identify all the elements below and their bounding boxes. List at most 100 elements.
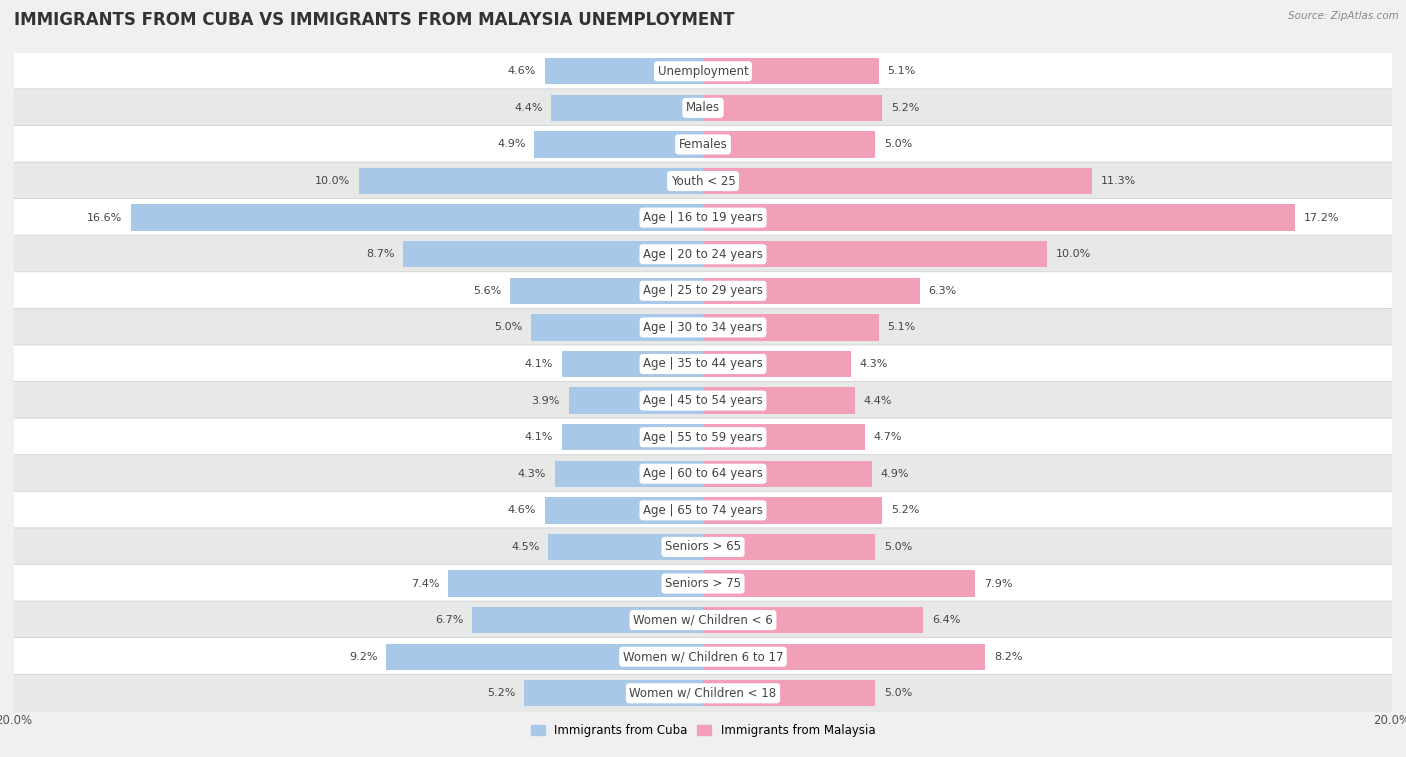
FancyBboxPatch shape — [14, 198, 1392, 237]
Text: Age | 45 to 54 years: Age | 45 to 54 years — [643, 394, 763, 407]
Text: 9.2%: 9.2% — [349, 652, 377, 662]
Bar — [703, 58, 879, 85]
Bar — [703, 424, 865, 450]
Bar — [703, 241, 1047, 267]
Bar — [510, 278, 703, 304]
Text: 3.9%: 3.9% — [531, 396, 560, 406]
Text: 8.7%: 8.7% — [366, 249, 395, 259]
Text: 4.6%: 4.6% — [508, 67, 536, 76]
Bar — [387, 643, 703, 670]
Bar — [524, 680, 703, 706]
Text: Women w/ Children 6 to 17: Women w/ Children 6 to 17 — [623, 650, 783, 663]
Text: 4.6%: 4.6% — [508, 506, 536, 516]
Bar — [703, 131, 875, 157]
Text: Males: Males — [686, 101, 720, 114]
Legend: Immigrants from Cuba, Immigrants from Malaysia: Immigrants from Cuba, Immigrants from Ma… — [526, 719, 880, 742]
Bar — [703, 570, 976, 597]
Bar — [544, 497, 703, 524]
Bar — [703, 388, 855, 414]
Text: 5.0%: 5.0% — [884, 688, 912, 698]
Text: Age | 65 to 74 years: Age | 65 to 74 years — [643, 504, 763, 517]
Text: Source: ZipAtlas.com: Source: ZipAtlas.com — [1288, 11, 1399, 21]
FancyBboxPatch shape — [14, 308, 1392, 347]
Text: 6.3%: 6.3% — [928, 286, 957, 296]
Bar — [703, 460, 872, 487]
Text: 4.4%: 4.4% — [863, 396, 891, 406]
Bar — [531, 314, 703, 341]
Bar — [703, 497, 882, 524]
Text: 11.3%: 11.3% — [1101, 176, 1136, 186]
Bar — [472, 607, 703, 634]
Bar — [703, 278, 920, 304]
FancyBboxPatch shape — [14, 491, 1392, 529]
Text: 4.1%: 4.1% — [524, 359, 553, 369]
Text: Age | 55 to 59 years: Age | 55 to 59 years — [643, 431, 763, 444]
FancyBboxPatch shape — [14, 89, 1392, 127]
Bar — [562, 424, 703, 450]
Text: 5.0%: 5.0% — [884, 139, 912, 149]
Text: 4.3%: 4.3% — [859, 359, 889, 369]
FancyBboxPatch shape — [14, 235, 1392, 273]
Text: 5.6%: 5.6% — [474, 286, 502, 296]
Text: Age | 16 to 19 years: Age | 16 to 19 years — [643, 211, 763, 224]
Bar — [703, 204, 1295, 231]
FancyBboxPatch shape — [14, 601, 1392, 639]
Bar — [562, 350, 703, 377]
Bar — [449, 570, 703, 597]
Bar — [555, 460, 703, 487]
Text: 4.1%: 4.1% — [524, 432, 553, 442]
Bar — [703, 607, 924, 634]
FancyBboxPatch shape — [14, 126, 1392, 164]
Bar — [544, 58, 703, 85]
Text: Seniors > 75: Seniors > 75 — [665, 577, 741, 590]
FancyBboxPatch shape — [14, 162, 1392, 200]
Text: 6.4%: 6.4% — [932, 615, 960, 625]
Bar — [703, 643, 986, 670]
Text: Women w/ Children < 18: Women w/ Children < 18 — [630, 687, 776, 699]
FancyBboxPatch shape — [14, 345, 1392, 383]
FancyBboxPatch shape — [14, 455, 1392, 493]
Text: 5.0%: 5.0% — [494, 322, 522, 332]
FancyBboxPatch shape — [14, 674, 1392, 712]
Text: 4.7%: 4.7% — [873, 432, 903, 442]
Text: Females: Females — [679, 138, 727, 151]
FancyBboxPatch shape — [14, 528, 1392, 566]
Text: 4.9%: 4.9% — [880, 469, 908, 478]
Text: 5.0%: 5.0% — [884, 542, 912, 552]
Text: Seniors > 65: Seniors > 65 — [665, 540, 741, 553]
Text: 4.3%: 4.3% — [517, 469, 547, 478]
Text: 5.2%: 5.2% — [486, 688, 515, 698]
Bar — [703, 680, 875, 706]
Text: 4.9%: 4.9% — [498, 139, 526, 149]
Bar — [703, 168, 1092, 195]
Bar — [359, 168, 703, 195]
Bar — [534, 131, 703, 157]
Text: 5.1%: 5.1% — [887, 67, 915, 76]
Text: Age | 35 to 44 years: Age | 35 to 44 years — [643, 357, 763, 370]
Text: Women w/ Children < 6: Women w/ Children < 6 — [633, 614, 773, 627]
Bar — [404, 241, 703, 267]
Text: 7.4%: 7.4% — [411, 578, 440, 588]
Text: 17.2%: 17.2% — [1305, 213, 1340, 223]
Text: Age | 25 to 29 years: Age | 25 to 29 years — [643, 285, 763, 298]
Text: 4.4%: 4.4% — [515, 103, 543, 113]
FancyBboxPatch shape — [14, 565, 1392, 603]
Text: 10.0%: 10.0% — [315, 176, 350, 186]
FancyBboxPatch shape — [14, 272, 1392, 310]
Bar — [703, 350, 851, 377]
FancyBboxPatch shape — [14, 382, 1392, 419]
Bar — [703, 95, 882, 121]
Text: 16.6%: 16.6% — [87, 213, 122, 223]
Bar — [568, 388, 703, 414]
Text: Age | 30 to 34 years: Age | 30 to 34 years — [643, 321, 763, 334]
Bar — [548, 534, 703, 560]
Text: 5.2%: 5.2% — [891, 506, 920, 516]
FancyBboxPatch shape — [14, 637, 1392, 676]
Text: Unemployment: Unemployment — [658, 65, 748, 78]
Text: 4.5%: 4.5% — [510, 542, 540, 552]
Text: 6.7%: 6.7% — [436, 615, 464, 625]
Text: 7.9%: 7.9% — [984, 578, 1012, 588]
Text: 5.1%: 5.1% — [887, 322, 915, 332]
Bar — [131, 204, 703, 231]
Text: Age | 60 to 64 years: Age | 60 to 64 years — [643, 467, 763, 480]
